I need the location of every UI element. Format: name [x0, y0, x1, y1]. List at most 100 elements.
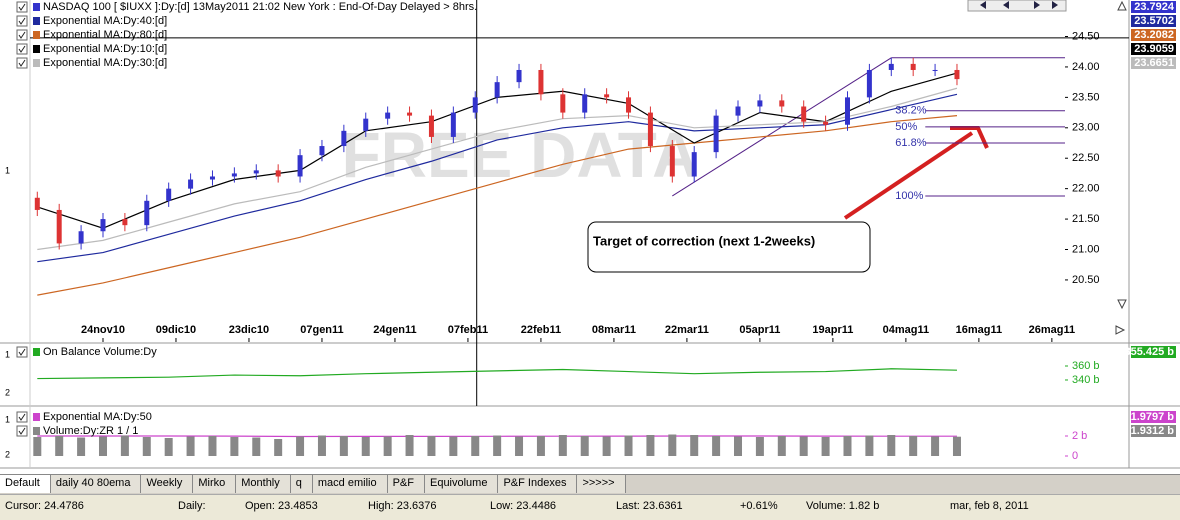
volume-bar: [690, 435, 699, 456]
candle-body: [779, 100, 785, 107]
tab[interactable]: Weekly: [141, 475, 194, 493]
x-tick-label: 24nov10: [81, 324, 125, 336]
last-value-box: [1131, 29, 1176, 41]
legend-checkbox[interactable]: [16, 57, 28, 69]
panel-label: 1: [5, 414, 10, 424]
legend-checkbox[interactable]: [16, 43, 28, 55]
legend-checkbox[interactable]: [16, 346, 28, 358]
tab[interactable]: Mirko: [193, 475, 237, 493]
status-bar: Cursor: 24.4786 Daily: Open: 23.4853 High: …: [0, 494, 1180, 520]
legend-checkbox[interactable]: [16, 1, 28, 13]
y-tick-label: 24.00: [1072, 61, 1100, 73]
nav-first[interactable]: [980, 1, 986, 9]
volume-bar: [471, 436, 480, 456]
candle-body: [691, 152, 697, 177]
legend-checkbox[interactable]: [16, 425, 28, 437]
nav-bar[interactable]: [967, 0, 1067, 12]
panel-label: 2: [5, 387, 10, 397]
annotation: Target of correction (next 1-2weeks): [593, 233, 815, 248]
candle-body: [275, 170, 281, 177]
scroll-down[interactable]: [1117, 299, 1127, 310]
tab[interactable]: P&F Indexes: [498, 475, 578, 493]
volume-bar: [624, 435, 633, 456]
last-value-label: 23.2082: [1134, 29, 1174, 41]
candle-body: [538, 69, 544, 95]
annotation-arrow: [843, 126, 989, 220]
panel-label: 1: [5, 349, 10, 359]
y-tick-label: 22.00: [1072, 183, 1100, 195]
status-item: Daily:: [178, 500, 206, 512]
y-tick-label: 23.00: [1072, 122, 1100, 134]
candle-body: [888, 63, 894, 70]
tab[interactable]: daily 40 80ema: [50, 475, 142, 493]
y-tick-label: 23.50: [1072, 91, 1100, 103]
volume-bar: [405, 435, 414, 456]
y-tick-label: 0: [1072, 450, 1078, 462]
candle-body: [823, 121, 829, 125]
candle-body: [407, 112, 413, 116]
volume-bar: [843, 436, 852, 456]
legend-swatch: [33, 413, 40, 421]
candle-body: [188, 179, 194, 189]
legend-check: [18, 348, 26, 356]
last-value-box: [1131, 57, 1176, 69]
arrow-head: [950, 126, 989, 149]
legend-checkbox[interactable]: [16, 15, 28, 27]
y-tick-label: 340 b: [1072, 374, 1100, 386]
scroll-up[interactable]: [1117, 0, 1127, 11]
tab[interactable]: Default: [0, 475, 51, 493]
fibonacci-label: 100%: [895, 190, 923, 202]
x-tick-label: 16mag11: [956, 324, 1002, 336]
x-tick-label: 22feb11: [521, 324, 561, 336]
volume-bar: [55, 436, 64, 456]
legend-checkbox[interactable]: [16, 411, 28, 423]
panel-label: 1: [5, 165, 10, 175]
volume-bar: [339, 436, 348, 456]
volume-bar: [734, 436, 743, 456]
tab-bar: Default daily 40 80ema Weekly Mirko Monthly q…: [0, 474, 1180, 494]
legend-check: [18, 45, 26, 53]
tab[interactable]: q: [290, 475, 313, 493]
nav-last[interactable]: [1052, 1, 1058, 9]
nav-prev[interactable]: [1003, 1, 1009, 9]
candle-body: [428, 115, 434, 137]
legend-label: NASDAQ 100 [ $IUXX ]:Dy:[d] 13May2011 21…: [43, 1, 477, 13]
candle-body: [253, 170, 259, 174]
x-tick-label: 09dic10: [156, 324, 196, 336]
last-value-label: 355.425 b: [1124, 346, 1174, 358]
candle-body: [450, 112, 456, 137]
legend-label: Exponential MA:Dy:50: [43, 411, 152, 423]
legend-checkbox[interactable]: [16, 29, 28, 41]
legend-label: Volume:Dy:ZR 1 / 1: [43, 425, 138, 437]
tab[interactable]: Equivolume: [424, 475, 499, 493]
y-tick-label: 21.50: [1072, 213, 1100, 225]
y-tick-label: 360 b: [1072, 360, 1100, 372]
legend-label: Exponential MA:Dy:80:[d]: [43, 29, 167, 41]
candle-body: [516, 69, 522, 83]
candle-body: [78, 231, 84, 244]
candle-body: [166, 188, 172, 201]
x-tick-label: 22mar11: [665, 324, 709, 336]
status-item: mar, feb 8, 2011: [950, 500, 1029, 512]
tab[interactable]: Monthly: [236, 475, 291, 493]
candle-body: [910, 63, 916, 70]
tab[interactable]: >>>>>: [577, 475, 626, 493]
status-item: +0.61%: [740, 500, 778, 512]
navigation-buttons[interactable]: [967, 0, 1127, 335]
volume-bar: [317, 435, 326, 456]
legend-swatch: [33, 3, 40, 11]
candle-body: [866, 69, 872, 98]
candle-body: [801, 106, 807, 122]
tab[interactable]: macd emilio: [312, 475, 388, 493]
candle-body: [669, 146, 675, 177]
arrow-shaft: [843, 131, 974, 220]
scroll-right[interactable]: [1115, 325, 1126, 335]
candle-body: [582, 94, 588, 113]
x-tick-label: 07gen11: [300, 324, 343, 336]
tab[interactable]: P&F: [387, 475, 425, 493]
nav-next[interactable]: [1034, 1, 1040, 9]
legend-swatch: [33, 348, 40, 356]
y-tick-label: 21.00: [1072, 243, 1100, 255]
x-tick-label: 08mar11: [592, 324, 636, 336]
